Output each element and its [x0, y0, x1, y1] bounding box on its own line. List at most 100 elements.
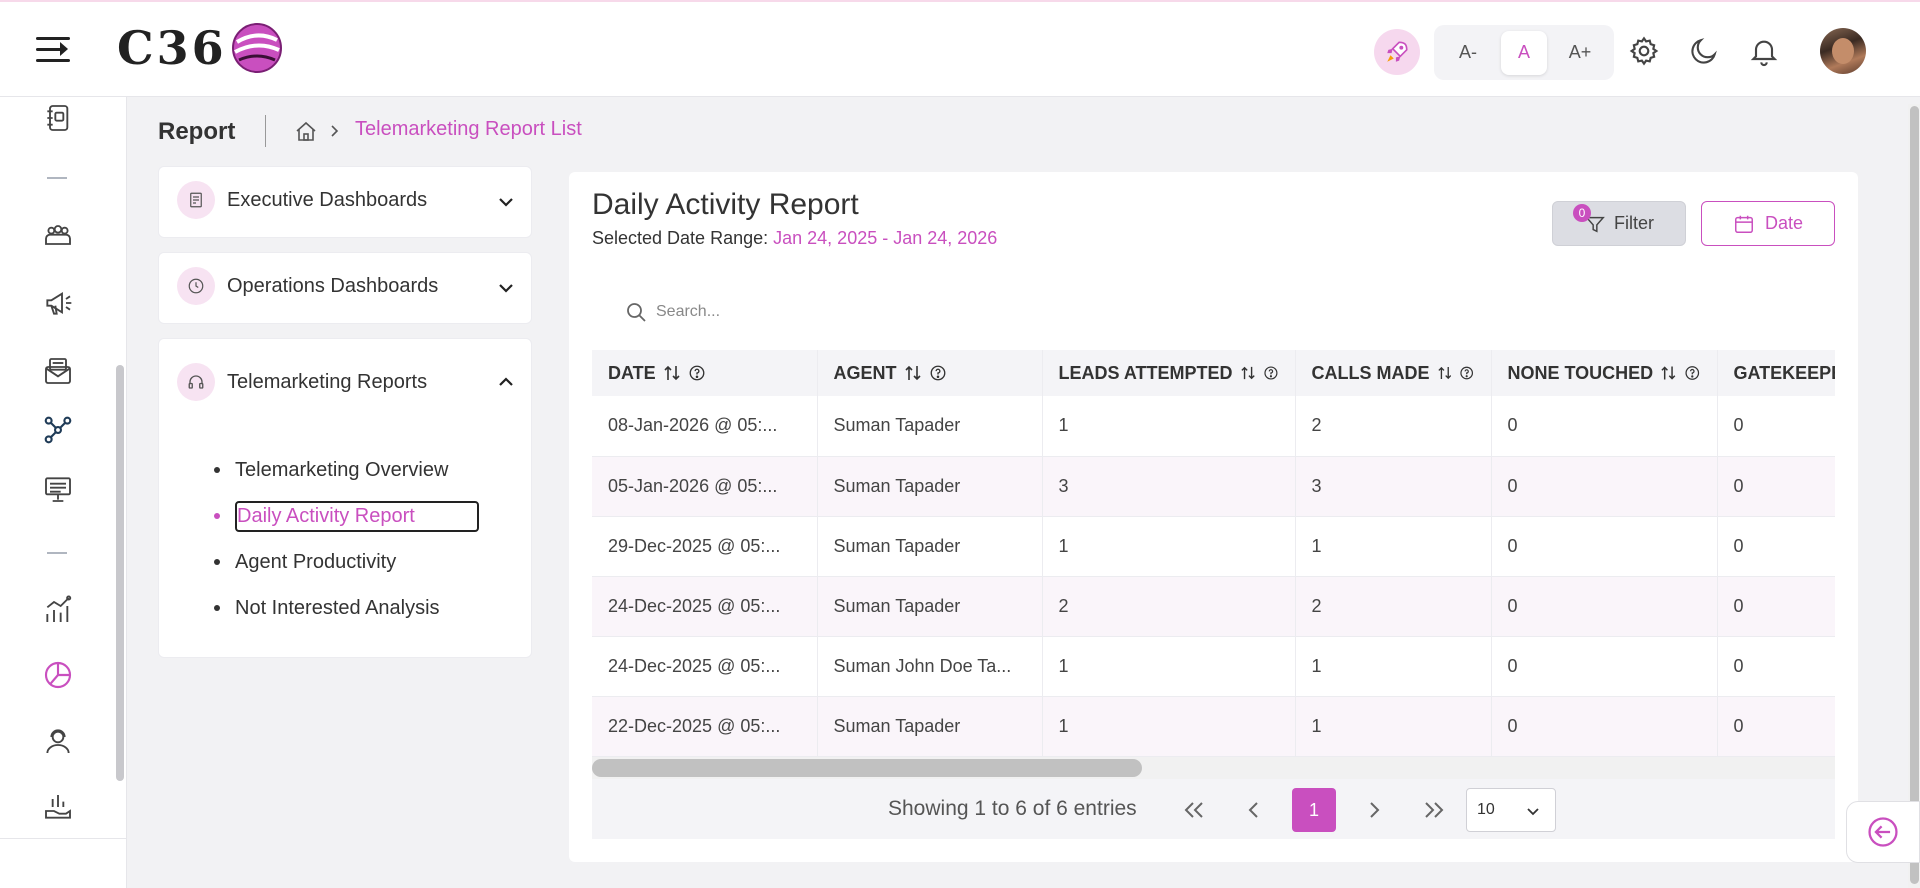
- search-input[interactable]: [656, 296, 1056, 328]
- sort-icon[interactable]: [1240, 364, 1255, 382]
- submenu-daily-activity-report[interactable]: Daily Activity Report: [214, 493, 479, 539]
- help-circle-icon[interactable]: [1684, 364, 1701, 382]
- mail-icon[interactable]: [42, 355, 74, 387]
- submenu-not-interested-analysis[interactable]: Not Interested Analysis: [214, 585, 479, 631]
- app-logo[interactable]: C36: [117, 20, 283, 76]
- col-leads-attempted-header[interactable]: LEADS ATTEMPTED: [1042, 350, 1296, 396]
- pie-chart-icon[interactable]: [42, 659, 74, 691]
- next-page-button[interactable]: [1352, 788, 1396, 832]
- increase-font-button[interactable]: A+: [1568, 42, 1592, 62]
- table-row[interactable]: 29-Dec-2025 @ 05:... Suman Tapader 1 1 0…: [592, 516, 1835, 577]
- page-vertical-scrollbar[interactable]: [1908, 104, 1920, 888]
- menu-executive-dashboards[interactable]: Executive Dashboards: [158, 166, 532, 238]
- col-date-header[interactable]: DATE: [592, 350, 818, 396]
- chevron-right-icon: [1370, 802, 1380, 818]
- home-icon[interactable]: [294, 120, 318, 144]
- hand-chart-icon[interactable]: [42, 791, 74, 823]
- scrollbar-thumb[interactable]: [592, 759, 1142, 777]
- help-circle-icon[interactable]: [1459, 364, 1474, 382]
- logo-text: C36: [117, 21, 227, 75]
- page-1-button[interactable]: 1: [1292, 788, 1336, 832]
- table-row[interactable]: 05-Jan-2026 @ 05:... Suman Tapader 3 3 0…: [592, 456, 1835, 517]
- chevron-down-icon[interactable]: [497, 193, 515, 211]
- telemarketing-submenu: Telemarketing Overview Daily Activity Re…: [214, 447, 479, 631]
- page-size-select[interactable]: 10: [1466, 788, 1556, 832]
- cell-leads-attempted: 1: [1042, 396, 1296, 457]
- calendar-icon: [1735, 215, 1753, 233]
- cell-leads-attempted: 1: [1042, 636, 1296, 697]
- column-label: NONE TOUCHED: [1507, 362, 1654, 383]
- sort-icon[interactable]: [1437, 364, 1452, 382]
- col-none-touched-header[interactable]: NONE TOUCHED: [1491, 350, 1718, 396]
- first-page-button[interactable]: [1172, 788, 1216, 832]
- sidebar-scrollbar[interactable]: [116, 365, 124, 781]
- prev-page-button[interactable]: [1232, 788, 1276, 832]
- rocket-button[interactable]: [1374, 29, 1420, 75]
- cell-calls-made: 1: [1295, 696, 1492, 757]
- sort-icon[interactable]: [1661, 364, 1676, 382]
- sort-icon[interactable]: [664, 364, 680, 382]
- table-row[interactable]: 22-Dec-2025 @ 05:... Suman Tapader 1 1 0…: [592, 696, 1835, 757]
- moon-icon[interactable]: [1688, 35, 1720, 67]
- menu-label: Executive Dashboards: [227, 188, 428, 211]
- cell-none-touched: 0: [1491, 456, 1718, 517]
- submenu-label: Daily Activity Report: [235, 500, 479, 532]
- date-range-value: Jan 24, 2025 - Jan 24, 2026: [773, 228, 998, 248]
- analytics-icon[interactable]: [42, 594, 74, 626]
- help-circle-icon[interactable]: [1263, 364, 1279, 382]
- globe-logo-icon: [231, 23, 282, 73]
- chevron-left-icon: [1248, 802, 1258, 818]
- top-header: C36 A- A A+: [0, 0, 1920, 97]
- help-circle-icon[interactable]: [929, 364, 947, 382]
- search-icon: [627, 303, 646, 322]
- help-circle-icon[interactable]: [688, 364, 706, 382]
- filter-button[interactable]: 0 Filter: [1552, 201, 1686, 246]
- breadcrumb-divider: [265, 115, 266, 147]
- back-floating-button[interactable]: [1846, 801, 1920, 863]
- telemarketing-reports-header[interactable]: Telemarketing Reports: [177, 363, 427, 401]
- user-avatar[interactable]: [1820, 28, 1866, 74]
- menu-operations-dashboards[interactable]: Operations Dashboards: [158, 252, 532, 324]
- sidebar-footer: [0, 838, 127, 888]
- bell-icon[interactable]: [1748, 35, 1780, 67]
- decrease-font-button[interactable]: A-: [1459, 42, 1477, 62]
- table-horizontal-scrollbar[interactable]: [592, 757, 1835, 779]
- chevron-up-icon[interactable]: [497, 373, 515, 391]
- workflow-icon[interactable]: [42, 414, 74, 446]
- gear-icon[interactable]: [1628, 35, 1660, 67]
- table-row[interactable]: 08-Jan-2026 @ 05:... Suman Tapader 1 2 0…: [592, 396, 1835, 457]
- submenu-agent-productivity[interactable]: Agent Productivity: [214, 539, 479, 585]
- sort-icon[interactable]: [904, 364, 921, 382]
- cell-none-touched: 0: [1491, 636, 1718, 697]
- cell-agent: Suman Tapader: [817, 396, 1043, 457]
- breadcrumb-current[interactable]: Telemarketing Report List: [355, 118, 582, 140]
- chevron-down-icon[interactable]: [497, 279, 515, 297]
- scrollbar-thumb[interactable]: [1910, 106, 1919, 884]
- cell-gatekeeper: 0: [1717, 696, 1835, 757]
- megaphone-icon[interactable]: [42, 287, 74, 319]
- presentation-icon[interactable]: [42, 473, 74, 505]
- cell-calls-made: 1: [1295, 636, 1492, 697]
- support-agent-icon[interactable]: [42, 725, 74, 757]
- contacts-book-icon[interactable]: [42, 102, 74, 134]
- table-header-row: DATE AGENT LEADS ATTEMPTED CALLS MADE NO…: [592, 350, 1835, 396]
- filter-count-badge: 0: [1573, 204, 1591, 222]
- pagination-bar: Showing 1 to 6 of 6 entries 1 10: [592, 779, 1835, 839]
- col-gatekeeper-header[interactable]: GATEKEEPE: [1717, 350, 1835, 396]
- group-icon[interactable]: [42, 220, 74, 252]
- last-page-button[interactable]: [1412, 788, 1456, 832]
- date-button[interactable]: Date: [1701, 201, 1835, 246]
- default-font-button[interactable]: A: [1501, 30, 1547, 75]
- submenu-telemarketing-overview[interactable]: Telemarketing Overview: [214, 447, 479, 493]
- chevron-down-icon: [1527, 808, 1539, 816]
- cell-calls-made: 2: [1295, 576, 1492, 637]
- col-calls-made-header[interactable]: CALLS MADE: [1295, 350, 1492, 396]
- table-row[interactable]: 24-Dec-2025 @ 05:... Suman John Doe Ta..…: [592, 636, 1835, 697]
- sidebar-divider: [47, 177, 67, 179]
- chevron-right-icon: [331, 125, 339, 137]
- cell-leads-attempted: 2: [1042, 576, 1296, 637]
- table-row[interactable]: 24-Dec-2025 @ 05:... Suman Tapader 2 2 0…: [592, 576, 1835, 637]
- cell-date: 24-Dec-2025 @ 05:...: [592, 576, 818, 637]
- menu-toggle-icon[interactable]: [36, 37, 70, 63]
- col-agent-header[interactable]: AGENT: [817, 350, 1043, 396]
